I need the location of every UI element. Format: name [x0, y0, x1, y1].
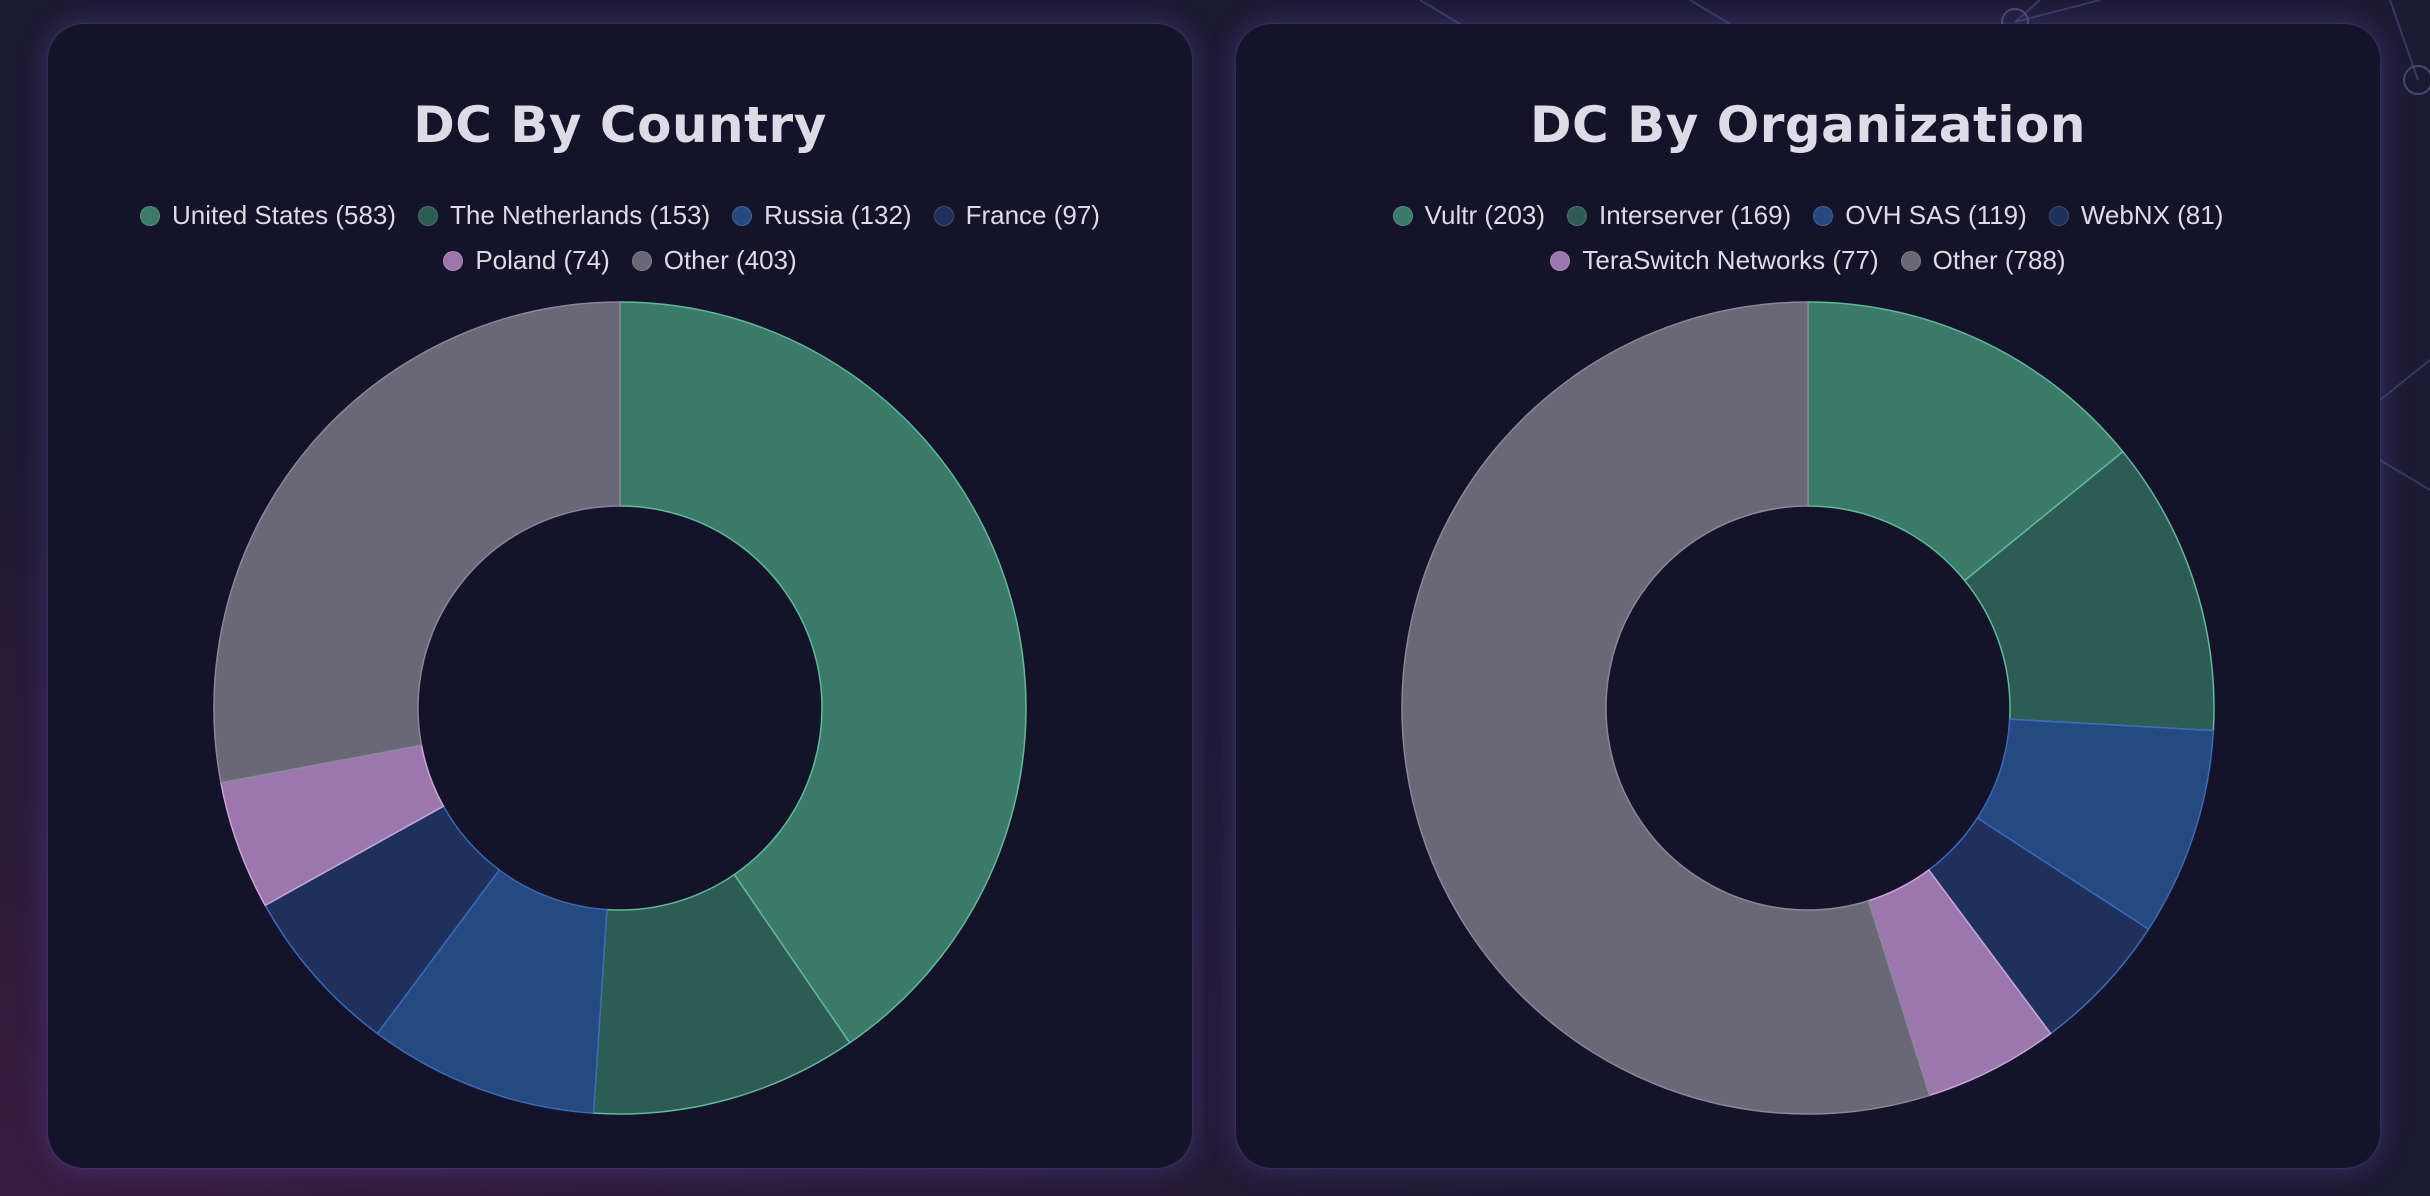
legend-item-ovh-sas[interactable]: OVH SAS (119) [1813, 200, 2027, 231]
legend-label: OVH SAS (119) [1845, 200, 2027, 230]
legend-label: Other (788) [1932, 245, 2066, 275]
donut-chart [1401, 301, 2215, 1115]
organization-chart-card: DC By Organization Vultr (203) Interserve… [1236, 24, 2380, 1168]
legend-item-poland[interactable]: Poland (74) [443, 245, 610, 276]
legend-label: Poland (74) [475, 245, 610, 275]
chart-legend: Vultr (203) Interserver (169) OVH SAS (119… [1296, 200, 2320, 276]
legend-item-teraswitch-networks[interactable]: TeraSwitch Networks (77) [1550, 245, 1879, 276]
legend-item-united-states[interactable]: United States (583) [140, 200, 396, 231]
donut-slice-interserver[interactable] [1963, 450, 2215, 732]
donut-slice-united-states[interactable] [619, 301, 1027, 1044]
legend-label: Other (403) [663, 245, 797, 275]
donut-slice-other[interactable] [213, 301, 621, 784]
legend-swatch [418, 205, 439, 226]
legend-swatch [1392, 205, 1413, 226]
legend-swatch [2048, 205, 2069, 226]
legend-label: Russia (132) [764, 200, 912, 230]
legend-item-interserver[interactable]: Interserver (169) [1567, 200, 1791, 231]
legend-swatch [443, 250, 464, 271]
legend-item-other[interactable]: Other (403) [631, 245, 797, 276]
legend-swatch [140, 205, 161, 226]
legend-swatch [1567, 205, 1588, 226]
donut-chart [213, 301, 1027, 1115]
legend-swatch [933, 205, 954, 226]
legend-item-vultr[interactable]: Vultr (203) [1392, 200, 1546, 231]
legend-label: Vultr (203) [1424, 200, 1546, 230]
donut-slice-vultr[interactable] [1807, 301, 2124, 582]
chart-title: DC By Country [413, 96, 827, 154]
legend-item-the-netherlands[interactable]: The Netherlands (153) [418, 200, 710, 231]
legend-swatch [732, 205, 753, 226]
legend-label: United States (583) [172, 200, 397, 230]
legend-label: TeraSwitch Networks (77) [1582, 245, 1879, 275]
chart-title: DC By Organization [1530, 96, 2086, 154]
legend-item-webnx[interactable]: WebNX (81) [2048, 200, 2224, 231]
donut-slice-other[interactable] [1401, 301, 1931, 1115]
legend-item-russia[interactable]: Russia (132) [732, 200, 912, 231]
legend-swatch [631, 250, 652, 271]
country-chart-card: DC By Country United States (583) The Net… [48, 24, 1192, 1168]
legend-item-france[interactable]: France (97) [933, 200, 1100, 231]
legend-label: France (97) [965, 200, 1100, 230]
legend-swatch [1550, 250, 1571, 271]
legend-label: Interserver (169) [1599, 200, 1792, 230]
chart-legend: United States (583) The Netherlands (153)… [108, 200, 1132, 276]
legend-label: WebNX (81) [2080, 200, 2224, 230]
donut-slice-the-netherlands[interactable] [592, 873, 851, 1115]
legend-label: The Netherlands (153) [450, 200, 711, 230]
legend-swatch [1900, 250, 1921, 271]
legend-swatch [1813, 205, 1834, 226]
legend-item-other[interactable]: Other (788) [1900, 245, 2066, 276]
